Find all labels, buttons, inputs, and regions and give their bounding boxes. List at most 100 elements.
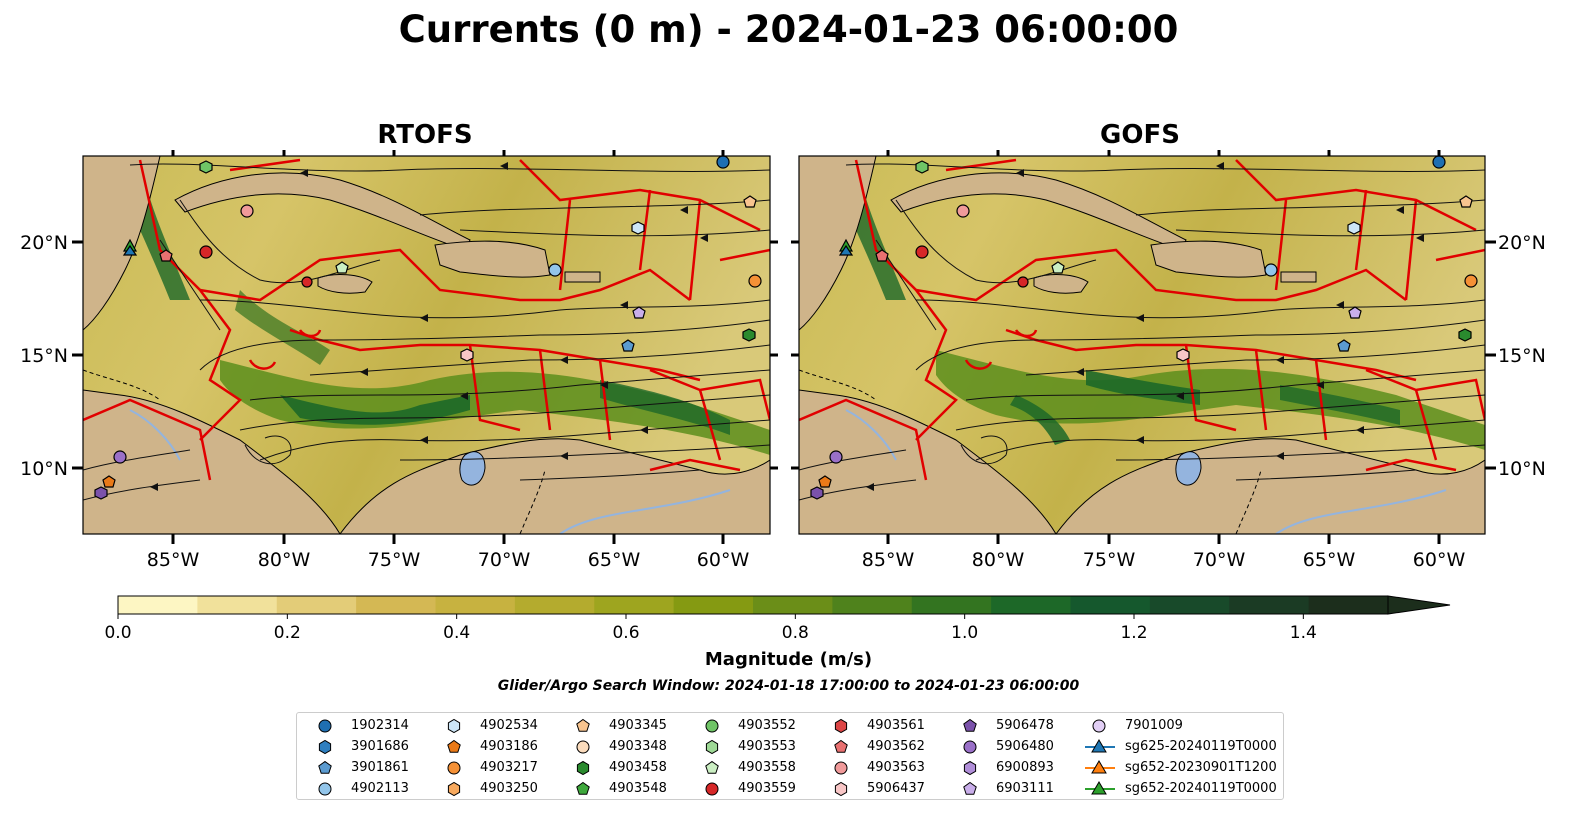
colorbar-swatch [1229, 596, 1310, 614]
lat-label-15n-left: 15°N [20, 345, 68, 367]
legend-item-label: 5906480 [996, 739, 1054, 754]
pentagon-marker-icon [963, 781, 977, 795]
colorbar: 0.0 0.2 0.4 0.6 0.8 1.0 1.2 1.4 [104, 595, 1451, 640]
triangle-marker-icon [1085, 781, 1115, 795]
lon-label-60w-left: 60°W [697, 549, 750, 571]
figure-title: Currents (0 m) - 2024-01-23 06:00:00 [398, 8, 1179, 51]
hexagon-marker-icon [963, 760, 977, 776]
panel-title-rtofs: RTOFS [377, 120, 473, 150]
colorbar-outline [117, 595, 1388, 615]
colorbar-swatch [832, 596, 913, 614]
colorbar-tick-label: 1.4 [1290, 623, 1317, 640]
legend-item-label: 4903559 [738, 781, 796, 796]
pentagon-marker-icon [963, 718, 977, 732]
hexagon-marker-icon [576, 760, 590, 776]
lat-label-10n-right: 10°N [1498, 458, 1546, 480]
legend-item-label: sg652-20230901T1200 [1125, 760, 1277, 775]
lon-label-65w-left: 65°W [588, 549, 641, 571]
legend-item-label: 4903348 [609, 739, 667, 754]
circle-marker-icon [834, 761, 848, 775]
circle-marker-icon [576, 740, 590, 754]
legend-item-label: 4903186 [480, 739, 538, 754]
legend-item-label: 5906437 [867, 781, 925, 796]
legend-item-label: 4903345 [609, 718, 667, 733]
colorbar-swatch [1070, 596, 1151, 614]
colorbar-swatch [1149, 596, 1230, 614]
lon-label-80w-left: 80°W [258, 549, 311, 571]
colorbar-swatch [911, 596, 992, 614]
map-frame-rtofs [82, 155, 771, 535]
colorbar-title: Magnitude (m/s) [704, 649, 873, 670]
lat-label-20n-right: 20°N [1498, 232, 1546, 254]
legend-item-label: 5906478 [996, 718, 1054, 733]
lon-label-75w-right: 75°W [1083, 549, 1136, 571]
colorbar-swatch [514, 596, 595, 614]
lat-label-10n-left: 10°N [20, 458, 68, 480]
legend-item-label: 3901861 [351, 760, 409, 775]
map-gofs[interactable] [799, 156, 1485, 534]
colorbar-swatch [197, 596, 278, 614]
colorbar-swatch [118, 596, 198, 614]
lon-label-70w-right: 70°W [1193, 549, 1246, 571]
triangle-marker-icon [1085, 760, 1115, 774]
legend-item-label: 4903562 [867, 739, 925, 754]
legend-item-label: 4903548 [609, 781, 667, 796]
axis-ticks [72, 150, 1496, 544]
circle-marker-icon [705, 719, 719, 733]
colorbar-swatch [356, 596, 436, 614]
legend-item-label: 1902314 [351, 718, 409, 733]
panel-title-gofs: GOFS [1100, 120, 1180, 150]
colorbar-tick-label: 0.2 [274, 623, 301, 640]
pentagon-marker-icon [447, 739, 461, 753]
legend-item-label: 4902534 [480, 718, 538, 733]
search-window-text: Glider/Argo Search Window: 2024-01-18 17… [497, 678, 1080, 694]
colorbar-swatch [435, 596, 516, 614]
circle-marker-icon [963, 740, 977, 754]
lon-label-85w-left: 85°W [147, 549, 200, 571]
colorbar-swatch [276, 596, 357, 614]
pentagon-marker-icon [834, 739, 848, 753]
hexagon-marker-icon [318, 739, 332, 755]
circle-marker-icon [705, 782, 719, 796]
legend-item-label: 3901686 [351, 739, 409, 754]
hexagon-marker-icon [447, 718, 461, 734]
lon-label-75w-left: 75°W [368, 549, 421, 571]
map-frame-gofs [798, 155, 1486, 535]
legend-item-label: 4903558 [738, 760, 796, 775]
colorbar-swatch [594, 596, 675, 614]
legend-item-label: sg625-20240119T0000 [1125, 739, 1277, 754]
lon-label-85w-right: 85°W [862, 549, 915, 571]
legend-item-label: 4903563 [867, 760, 925, 775]
hexagon-marker-icon [834, 781, 848, 797]
circle-marker-icon [447, 761, 461, 775]
legend-item-label: 4902113 [351, 781, 409, 796]
legend-item-label: sg652-20240119T0000 [1125, 781, 1277, 796]
triangle-marker-icon [1085, 739, 1115, 753]
legend-item-label: 4903553 [738, 739, 796, 754]
colorbar-extend-arrow [1387, 595, 1451, 615]
colorbar-tick-label: 0.6 [612, 623, 639, 640]
colorbar-tick-label: 0.0 [104, 623, 131, 640]
colorbar-swatch [753, 596, 833, 614]
legend-item-label: 6900893 [996, 760, 1054, 775]
colorbar-tick-label: 1.2 [1120, 623, 1147, 640]
circle-marker-icon [318, 782, 332, 796]
lon-label-80w-right: 80°W [972, 549, 1025, 571]
legend-item-label: 4903552 [738, 718, 796, 733]
legend-item-label: 7901009 [1125, 718, 1183, 733]
hexagon-marker-icon [705, 739, 719, 755]
hexagon-marker-icon [447, 781, 461, 797]
pentagon-marker-icon [576, 781, 590, 795]
lon-label-70w-left: 70°W [478, 549, 531, 571]
legend-item-label: 4903561 [867, 718, 925, 733]
colorbar-tick-label: 0.4 [443, 623, 470, 640]
lat-label-15n-right: 15°N [1498, 345, 1546, 367]
legend-item-label: 4903250 [480, 781, 538, 796]
map-rtofs[interactable] [83, 156, 770, 534]
lat-label-20n-left: 20°N [20, 232, 68, 254]
legend-item-label: 4903458 [609, 760, 667, 775]
map-panels: 20°N 15°N 10°N 20°N 15°N 10°N 85°W 80°W … [20, 150, 1546, 640]
pentagon-marker-icon [318, 760, 332, 774]
colorbar-swatch [673, 596, 754, 614]
legend-item-label: 6903111 [996, 781, 1054, 796]
